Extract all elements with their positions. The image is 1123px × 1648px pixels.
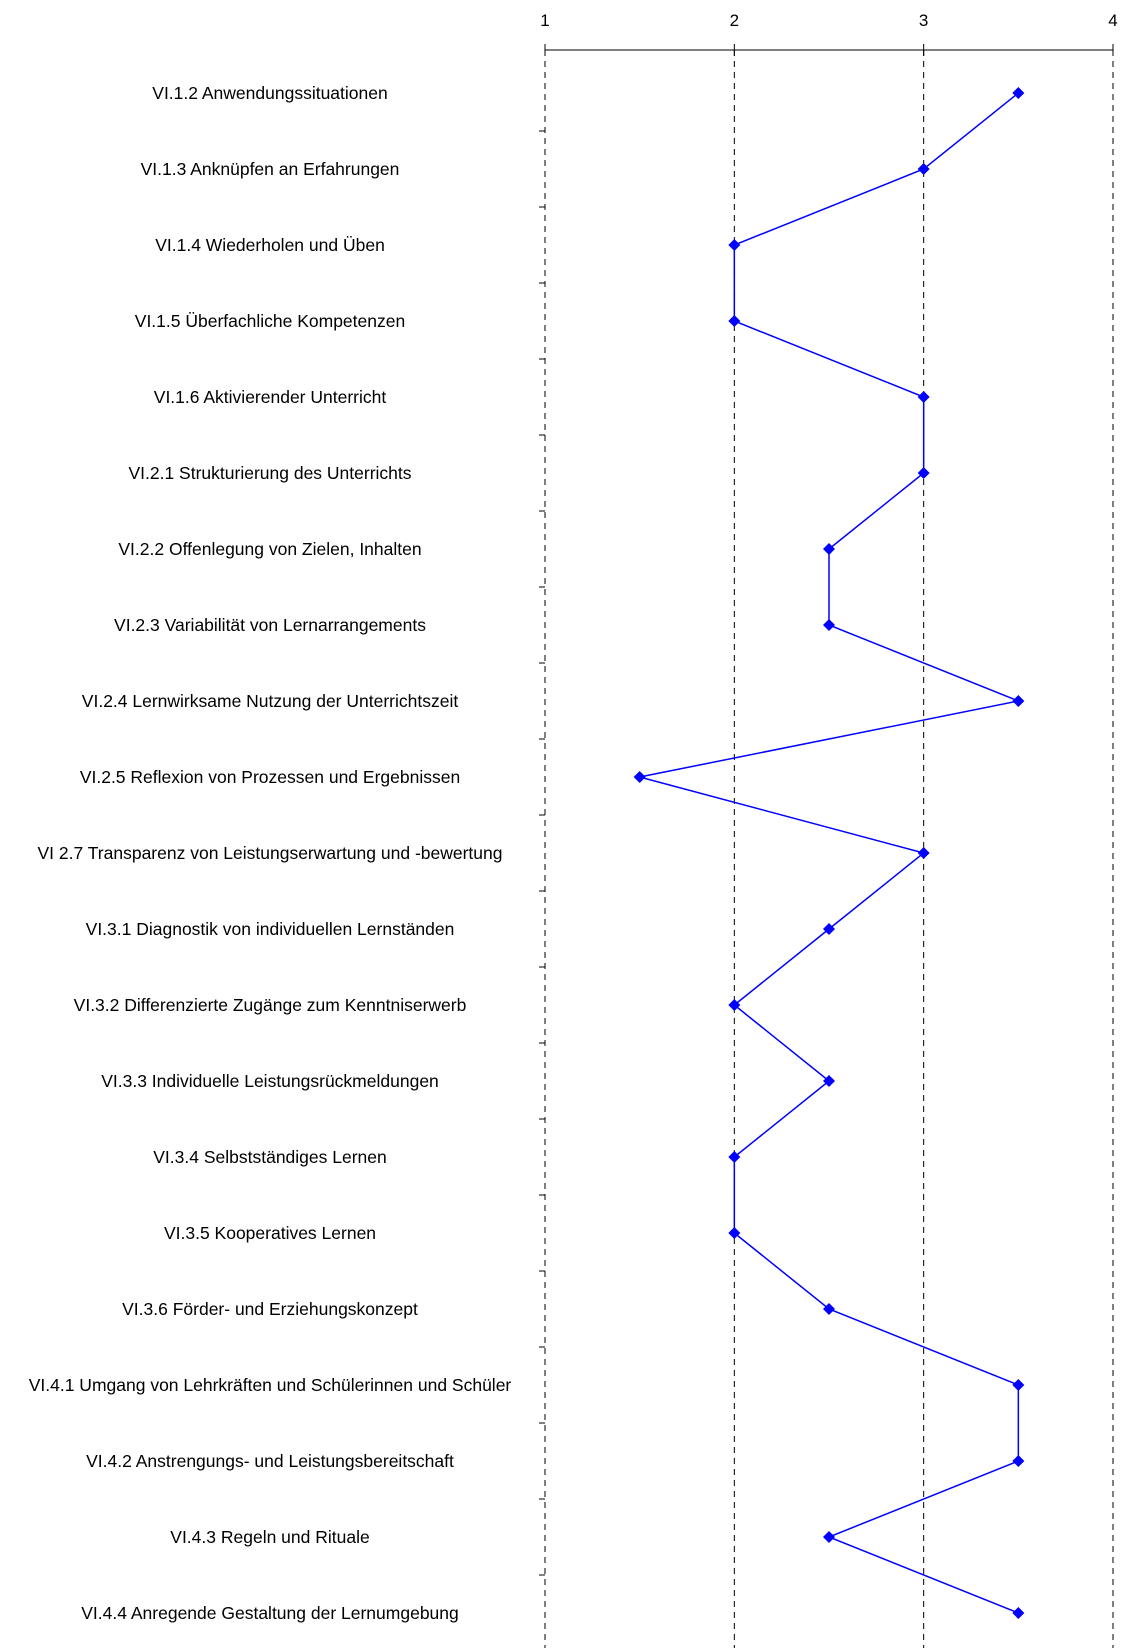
data-point-marker <box>1012 695 1025 707</box>
data-point-marker <box>1012 1379 1025 1391</box>
category-label: VI.2.1 Strukturierung des Unterrichts <box>128 463 412 483</box>
data-point-marker <box>823 923 835 935</box>
data-point-marker <box>728 999 741 1011</box>
data-point-marker <box>917 847 930 859</box>
category-label: VI.1.4 Wiederholen und Üben <box>155 235 385 255</box>
data-point-marker <box>823 543 835 555</box>
data-point-marker <box>728 315 741 327</box>
category-label: VI.4.3 Regeln und Rituale <box>170 1527 370 1547</box>
data-point-marker <box>728 239 741 251</box>
category-label: VI.3.5 Kooperatives Lernen <box>163 1223 377 1243</box>
x-tick-label: 1 <box>540 11 549 30</box>
category-label: VI.2.5 Reflexion von Prozessen und Ergeb… <box>79 767 461 787</box>
x-tick-label: 2 <box>730 11 739 30</box>
category-label: VI.3.2 Differenzierte Zugänge zum Kenntn… <box>73 995 467 1015</box>
category-label: VI.1.3 Anknüpfen an Erfahrungen <box>140 159 400 179</box>
data-point-marker <box>728 1151 741 1163</box>
data-point-marker <box>1012 1607 1025 1619</box>
category-label: VI.2.4 Lernwirksame Nutzung der Unterric… <box>81 691 459 711</box>
category-label: VI.3.4 Selbstständiges Lernen <box>153 1147 387 1167</box>
data-point-marker <box>1012 87 1025 99</box>
category-label: VI 2.7 Transparenz von Leistungserwartun… <box>37 843 503 863</box>
data-point-marker <box>917 163 930 175</box>
category-label: VI.3.6 Förder- und Erziehungskonzept <box>122 1299 418 1319</box>
category-label: VI.3.1 Diagnostik von individuellen Lern… <box>85 919 455 939</box>
series-line <box>639 92 1021 1614</box>
category-label: VI.2.2 Offenlegung von Zielen, Inhalten <box>118 539 422 559</box>
category-label: VI.4.1 Umgang von Lehrkräften und Schüle… <box>28 1375 512 1395</box>
data-point-marker <box>917 467 930 479</box>
data-point-marker <box>823 1303 835 1315</box>
x-tick-label: 4 <box>1108 11 1117 30</box>
data-point-marker <box>633 771 646 783</box>
category-label: VI.1.6 Aktivierender Unterricht <box>153 387 387 407</box>
x-tick-label: 3 <box>919 11 928 30</box>
data-point-marker <box>728 1227 741 1239</box>
category-label: VI.3.3 Individuelle Leistungsrückmeldung… <box>101 1071 439 1091</box>
category-label: VI.4.4 Anregende Gestaltung der Lernumge… <box>81 1603 459 1623</box>
category-label: VI.1.2 Anwendungssituationen <box>152 83 388 103</box>
data-point-marker <box>823 1075 835 1087</box>
category-label: VI.1.5 Überfachliche Kompetenzen <box>134 311 406 331</box>
data-point-marker <box>917 391 930 403</box>
data-point-marker <box>823 1531 835 1543</box>
data-point-marker <box>1012 1455 1025 1467</box>
category-label: VI.2.3 Variabilität von Lernarrangements <box>114 615 426 635</box>
category-label: VI.4.2 Anstrengungs- und Leistungsbereit… <box>86 1451 454 1471</box>
data-point-marker <box>823 619 835 631</box>
